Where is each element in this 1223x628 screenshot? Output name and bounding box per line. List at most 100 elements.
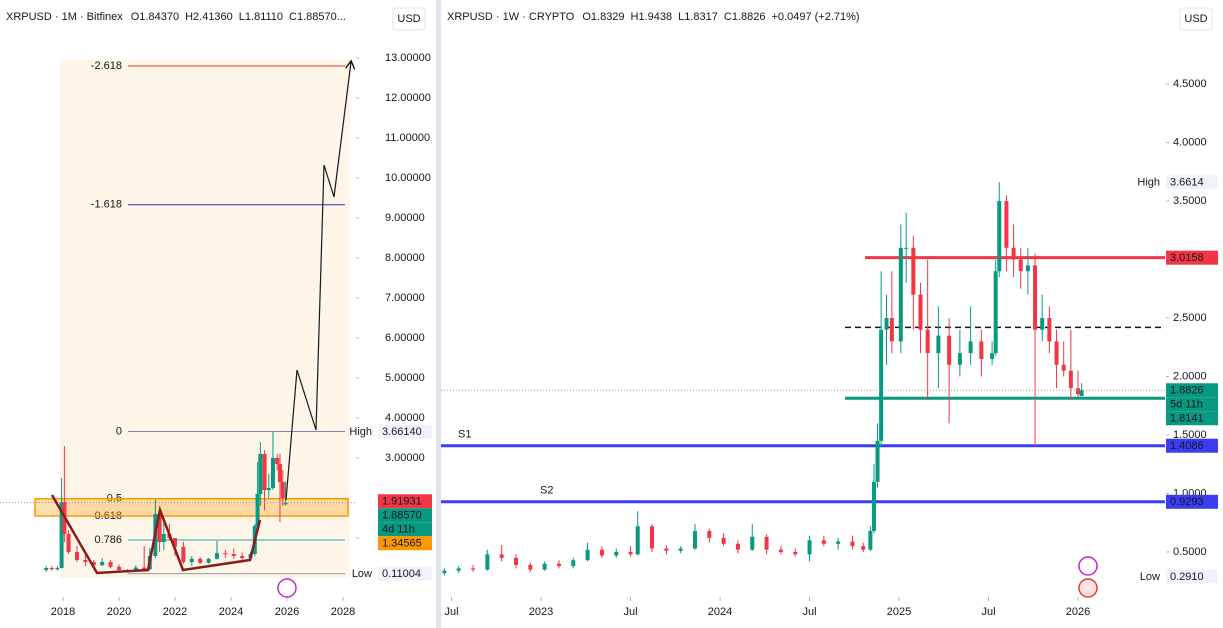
candle-body — [240, 556, 245, 558]
candle-body — [528, 564, 533, 570]
candle-body — [189, 558, 194, 562]
candle-body — [861, 546, 866, 550]
candle-body — [957, 353, 962, 365]
y-tick-label: 13.00000 — [385, 52, 431, 64]
icon[interactable] — [277, 578, 297, 598]
ohlc-value: O1.8329 — [582, 11, 624, 23]
price-badge-label: 1.91931 — [382, 496, 422, 508]
candle-body — [1047, 318, 1052, 342]
candle-body — [821, 540, 826, 544]
candle-body — [678, 548, 683, 551]
icon[interactable] — [1078, 578, 1098, 598]
price-badge-label: 3.0158 — [1170, 252, 1204, 264]
price-badge — [1166, 250, 1218, 265]
countdown-badge — [378, 522, 432, 537]
candle-body — [968, 341, 973, 354]
candle-body — [664, 548, 669, 551]
candle-body — [485, 554, 490, 570]
badge-tag: High — [1137, 177, 1160, 189]
x-tick-label: 2025 — [887, 606, 911, 618]
price-badge-label: 1.88570 — [382, 510, 422, 522]
candle-body — [83, 560, 88, 562]
candle-body — [44, 568, 49, 570]
candle-body — [499, 554, 504, 558]
candle-body — [161, 534, 166, 542]
price-badge — [378, 494, 432, 509]
x-tick-label: 2022 — [163, 606, 187, 618]
y-tick-label: 8.00000 — [385, 252, 425, 264]
chart-panel: XRPUSD · 1W · CRYPTO O1.8329 H1.9438 L1.831… — [441, 7, 1218, 618]
y-tick-label: 3.5000 — [1173, 195, 1207, 207]
candle-body — [979, 341, 984, 359]
candle-body — [91, 562, 96, 566]
candle-body — [214, 553, 219, 559]
y-tick-label: 12.00000 — [385, 92, 431, 104]
change: +0.0497 (+2.71%) — [772, 11, 860, 23]
candle-body — [650, 526, 655, 549]
plain-badge — [1166, 569, 1218, 584]
candle-body — [74, 552, 79, 560]
currency-box — [1179, 7, 1213, 31]
candle-body — [868, 530, 873, 550]
icon[interactable] — [1078, 556, 1098, 576]
candle-body — [1025, 265, 1030, 272]
candle-body — [266, 488, 271, 490]
candle-body — [270, 458, 275, 488]
price-badge — [378, 536, 432, 551]
candle-body — [735, 543, 740, 550]
x-tick-label: Jul — [803, 606, 817, 618]
candle-body — [707, 530, 712, 538]
candle-body — [836, 541, 841, 544]
candle-body — [556, 563, 561, 567]
price-badge-label: 1.4086 — [1170, 440, 1204, 452]
fib-label: -2.618 — [91, 60, 122, 72]
candle-body — [262, 454, 267, 490]
candle-body — [571, 560, 576, 567]
badge-tag: Low — [1140, 571, 1160, 583]
candle-body — [277, 464, 282, 482]
ohlc-value: L1.8317 — [678, 11, 718, 23]
countdown: 5d 11h — [1170, 399, 1203, 411]
x-tick-label: 2023 — [529, 606, 553, 618]
candle-body — [442, 570, 447, 574]
candle-body — [764, 536, 769, 550]
candle-body — [542, 563, 547, 570]
x-tick-label: 2020 — [107, 606, 131, 618]
candle-body — [635, 526, 640, 555]
candle-body — [456, 568, 461, 571]
ohlc-value: L1.81110 — [239, 11, 283, 23]
candle-body — [1079, 390, 1084, 397]
candle-body — [283, 502, 288, 505]
y-tick-label: 0.5000 — [1173, 546, 1207, 558]
level-label: S1 — [458, 429, 471, 441]
plain-badge — [378, 566, 432, 581]
candle-body — [793, 552, 798, 555]
candle-body — [628, 552, 633, 555]
candle-body — [258, 454, 263, 494]
candle-body — [889, 318, 894, 342]
y-tick-label: 10.00000 — [385, 172, 431, 184]
y-tick-label: 9.00000 — [385, 212, 425, 224]
candle-body — [471, 568, 476, 570]
price-badge-label: 1.34565 — [382, 538, 422, 550]
x-tick-label: 2024 — [708, 606, 732, 618]
candle-body — [1061, 364, 1066, 371]
plain-badge-label: 0.11004 — [382, 568, 421, 580]
fib-label: -1.618 — [91, 199, 122, 211]
candle-body — [100, 562, 105, 566]
ohlc-value: C1.88570... — [289, 11, 346, 23]
candle-body — [1011, 247, 1016, 260]
candle-body — [198, 558, 203, 563]
candle-body — [513, 557, 518, 565]
candle-body — [911, 247, 916, 295]
candle-body — [807, 540, 812, 555]
level-label: S2 — [540, 485, 553, 497]
candle-body — [59, 502, 64, 568]
plot-layer: XRPUSD · 1M · Bitfinex O1.84370 H2.41360 L1… — [0, 7, 1218, 618]
y-tick-label: 7.00000 — [385, 292, 425, 304]
candle-body — [850, 541, 855, 547]
candle-body — [997, 201, 1002, 272]
candle-body — [133, 567, 138, 571]
candle-body — [231, 554, 236, 556]
candle-body — [898, 247, 903, 342]
